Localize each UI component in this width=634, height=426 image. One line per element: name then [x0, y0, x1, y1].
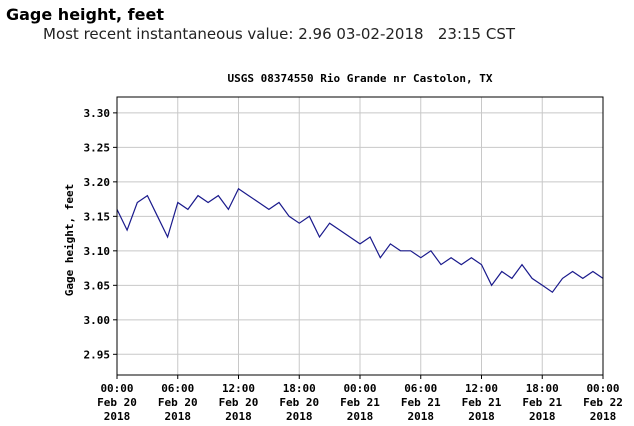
x-tick-label: Feb 20	[279, 396, 319, 409]
x-tick-label: Feb 20	[97, 396, 137, 409]
y-tick-label: 3.10	[84, 245, 111, 258]
y-axis-label: Gage height, feet	[63, 184, 76, 297]
y-tick-label: 3.25	[84, 141, 111, 154]
x-tick-label: 18:00	[526, 382, 559, 395]
x-tick-label: 2018	[104, 410, 131, 423]
x-tick-label: Feb 21	[522, 396, 562, 409]
y-tick-label: 3.05	[84, 279, 111, 292]
x-tick-label: 2018	[347, 410, 374, 423]
y-tick-label: 3.20	[84, 176, 111, 189]
subtitle: Most recent instantaneous value: 2.96 03…	[43, 25, 516, 43]
x-tick-label: Feb 20	[158, 396, 198, 409]
x-tick-label: 12:00	[465, 382, 498, 395]
y-tick-label: 2.95	[84, 348, 111, 361]
x-tick-label: 06:00	[404, 382, 437, 395]
x-tick-label: Feb 21	[462, 396, 502, 409]
page-title: Gage height, feet	[6, 5, 164, 24]
x-tick-label: 2018	[225, 410, 252, 423]
x-tick-label: Feb 21	[340, 396, 380, 409]
x-tick-label: Feb 22	[583, 396, 623, 409]
chart-title: USGS 08374550 Rio Grande nr Castolon, TX	[228, 72, 493, 85]
x-tick-label: Feb 21	[401, 396, 441, 409]
x-tick-label: 2018	[590, 410, 617, 423]
x-tick-label: 00:00	[343, 382, 376, 395]
data-line	[116, 187, 604, 294]
x-tick-label: 12:00	[222, 382, 255, 395]
y-tick-label: 3.30	[84, 107, 111, 120]
x-tick-label: 18:00	[283, 382, 316, 395]
x-tick-label: 2018	[529, 410, 556, 423]
plot-frame	[116, 96, 604, 376]
x-tick-label: 2018	[165, 410, 192, 423]
x-tick-label: 2018	[468, 410, 495, 423]
y-tick-label: 3.15	[84, 210, 111, 223]
x-tick-label: Feb 20	[219, 396, 259, 409]
x-tick-label: 00:00	[586, 382, 619, 395]
x-tick-label: 06:00	[161, 382, 194, 395]
y-tick-label: 3.00	[84, 314, 111, 327]
x-tick-label: 00:00	[100, 382, 133, 395]
x-tick-label: 2018	[408, 410, 435, 423]
x-tick-label: 2018	[286, 410, 313, 423]
